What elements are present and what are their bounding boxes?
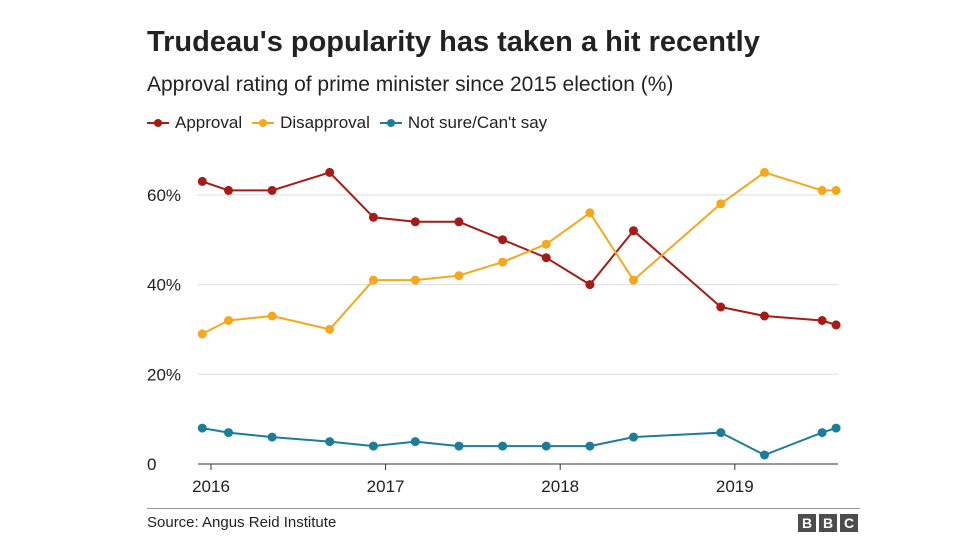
data-point-approval <box>498 235 508 245</box>
data-point-approval <box>224 185 233 195</box>
data-point-approval <box>831 320 841 330</box>
footer-divider <box>147 508 860 509</box>
x-tick-label: 2018 <box>541 477 579 496</box>
bbc-logo-letter: B <box>819 514 837 532</box>
data-point-disapproval <box>541 239 551 249</box>
data-point-disapproval <box>224 316 233 325</box>
legend: Approval Disapproval Not sure/Can't say <box>147 113 557 133</box>
data-point-approval <box>760 311 769 321</box>
data-point-disapproval <box>817 185 827 195</box>
data-point-disapproval <box>325 324 335 334</box>
data-point-disapproval <box>368 275 378 285</box>
series-line-disapproval <box>201 171 838 335</box>
data-point-disapproval <box>831 185 841 195</box>
data-point-disapproval <box>629 275 638 285</box>
data-point-not-sure-can-t-say <box>716 428 726 438</box>
data-point-approval <box>325 167 335 177</box>
x-tick-label: 2019 <box>716 477 754 496</box>
data-point-approval <box>817 316 827 325</box>
legend-swatch-approval <box>147 117 169 129</box>
data-point-not-sure-can-t-say <box>498 441 508 451</box>
data-point-approval <box>541 253 551 263</box>
bbc-logo-letter: B <box>798 514 816 532</box>
bbc-logo: B B C <box>795 514 858 532</box>
y-tick-label: 60% <box>147 186 181 205</box>
data-point-approval <box>629 226 638 236</box>
legend-label-disapproval: Disapproval <box>280 113 370 132</box>
data-point-not-sure-can-t-say <box>817 428 827 438</box>
data-point-not-sure-can-t-say <box>224 428 233 438</box>
data-point-disapproval <box>585 208 595 218</box>
legend-item-approval: Approval <box>147 113 242 133</box>
data-point-approval <box>368 212 378 222</box>
legend-swatch-not-sure <box>379 117 402 129</box>
data-point-disapproval <box>716 199 726 209</box>
legend-label-not-sure: Not sure/Can't say <box>407 113 548 132</box>
y-tick-label: 20% <box>147 365 181 384</box>
data-point-disapproval <box>760 167 769 177</box>
data-point-not-sure-can-t-say <box>629 432 638 442</box>
data-point-approval <box>267 185 277 195</box>
data-point-disapproval <box>197 329 207 339</box>
chart-subtitle: Approval rating of prime minister since … <box>147 73 674 96</box>
data-point-disapproval <box>498 257 508 267</box>
data-point-disapproval <box>454 271 464 281</box>
legend-swatch-disapproval <box>252 117 275 129</box>
legend-item-disapproval: Disapproval <box>252 113 370 133</box>
x-tick-label: 2016 <box>192 477 230 496</box>
data-point-not-sure-can-t-say <box>760 450 769 460</box>
data-point-not-sure-can-t-say <box>368 441 378 451</box>
data-point-approval <box>197 176 207 186</box>
y-tick-label: 0 <box>147 455 156 474</box>
chart-title: Trudeau's popularity has taken a hit rec… <box>147 26 760 58</box>
data-point-not-sure-can-t-say <box>585 441 595 451</box>
data-point-not-sure-can-t-say <box>267 432 277 442</box>
data-point-not-sure-can-t-say <box>454 441 464 451</box>
data-point-approval <box>585 280 595 290</box>
x-tick-label: 2017 <box>367 477 405 496</box>
data-point-disapproval <box>410 275 420 285</box>
data-point-not-sure-can-t-say <box>831 423 841 433</box>
series-line-not-sure-can-t-say <box>201 427 838 456</box>
data-point-approval <box>716 302 726 312</box>
data-point-approval <box>454 217 464 227</box>
data-point-approval <box>410 217 420 227</box>
data-point-not-sure-can-t-say <box>197 423 207 433</box>
data-point-not-sure-can-t-say <box>541 441 551 451</box>
data-point-disapproval <box>267 311 277 321</box>
data-point-not-sure-can-t-say <box>410 437 420 447</box>
legend-label-approval: Approval <box>175 113 243 132</box>
data-point-not-sure-can-t-say <box>325 437 335 447</box>
legend-item-not-sure: Not sure/Can't say <box>379 113 548 133</box>
y-tick-label: 40% <box>147 276 181 295</box>
source-note: Source: Angus Reid Institute <box>147 514 337 531</box>
bbc-logo-letter: C <box>840 514 858 532</box>
